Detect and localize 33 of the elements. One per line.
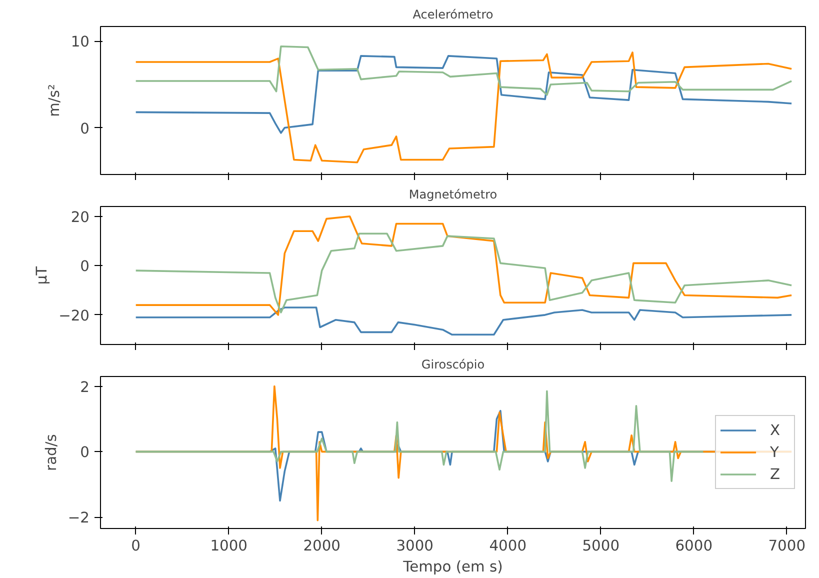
- line-series: [134, 306, 792, 336]
- line-series: [134, 215, 792, 316]
- chart-title: Magnetómetro: [408, 188, 498, 202]
- y-tick-label: −2: [68, 510, 90, 527]
- x-tick-label: 5000: [582, 538, 620, 554]
- x-tick-label: 1000: [210, 538, 248, 554]
- y-tick-label: 2: [80, 378, 90, 396]
- y-axis-title: m/s²: [46, 84, 63, 117]
- y-axis-title: µT: [34, 266, 51, 285]
- y-tick-label: 0: [80, 444, 90, 462]
- x-tick-label: 6000: [675, 538, 713, 554]
- line-series: [134, 232, 792, 314]
- y-tick-label: 20: [70, 208, 90, 226]
- legend-label: X: [770, 422, 782, 438]
- y-tick-label: 0: [80, 258, 90, 276]
- y-tick-label: 10: [70, 34, 90, 51]
- x-tick-label: 3000: [396, 538, 434, 554]
- y-tick-label: −20: [58, 307, 90, 324]
- line-series: [134, 390, 704, 482]
- line-series: [134, 46, 792, 96]
- y-tick-label: 0: [80, 120, 90, 138]
- x-tick-label: 7000: [768, 538, 806, 554]
- chart-title: Acelerómetro: [412, 8, 494, 22]
- line-series: [134, 52, 792, 164]
- y-axis-title: rad/s: [42, 434, 60, 471]
- legend-label: Z: [770, 466, 782, 482]
- x-axis-title: Tempo (em s): [402, 558, 503, 576]
- line-series: [134, 55, 792, 134]
- chart-title: Giroscópio: [421, 358, 485, 372]
- x-tick-label: 2000: [303, 538, 341, 554]
- x-tick-label: 4000: [489, 538, 527, 554]
- legend-label: Y: [770, 444, 780, 460]
- x-tick-label: 0: [131, 538, 141, 554]
